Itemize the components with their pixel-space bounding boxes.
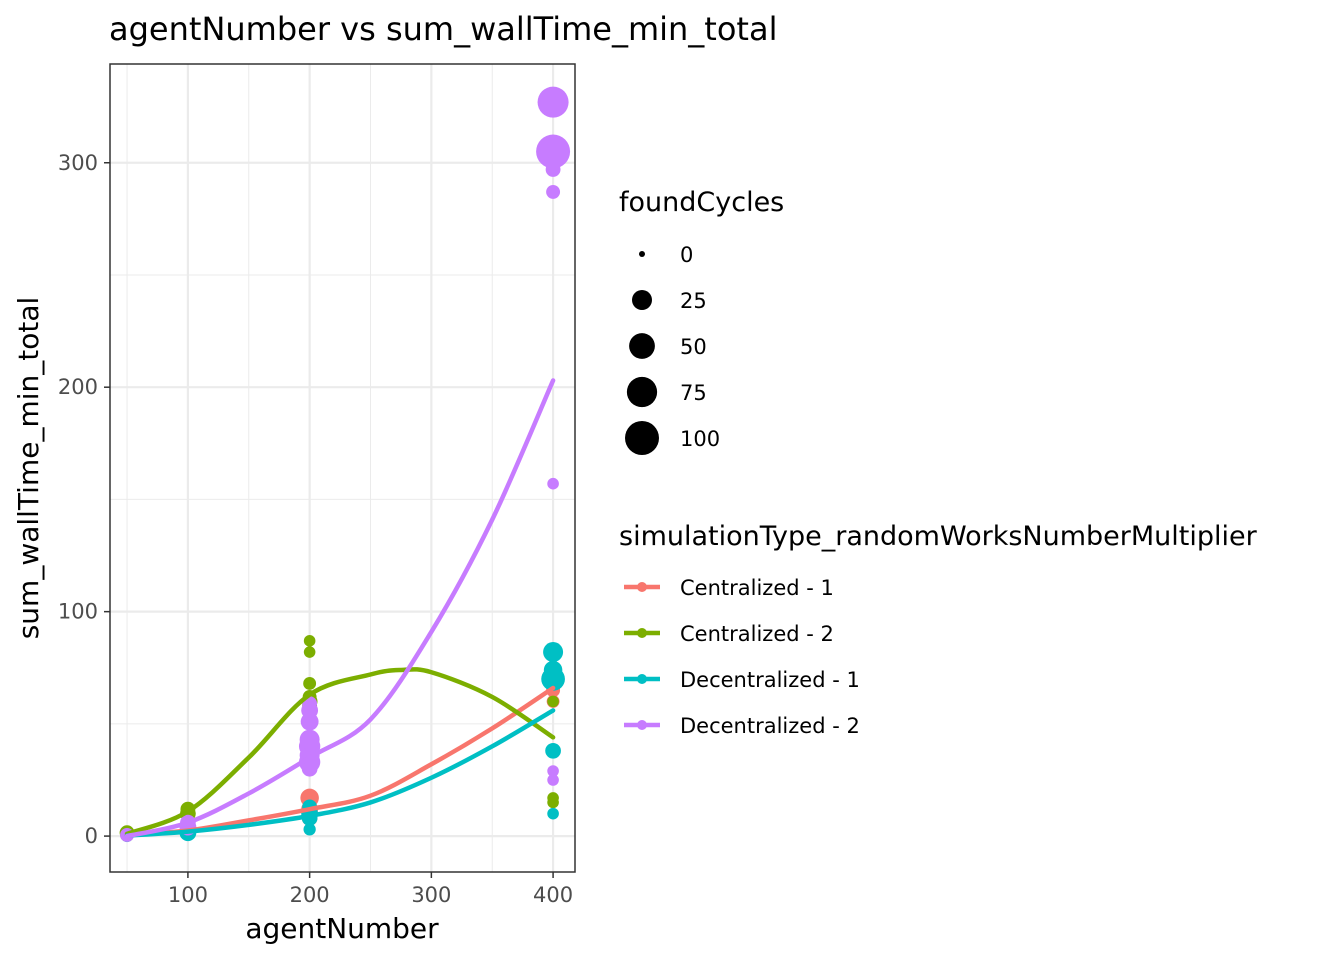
color-legend-key <box>637 674 647 684</box>
color-legend-title: simulationType_randomWorksNumberMultipli… <box>619 521 1258 552</box>
data-point <box>546 184 561 199</box>
panel-border <box>109 63 576 873</box>
plot-panel <box>109 63 576 873</box>
y-tick-label: 0 <box>85 824 98 848</box>
data-point <box>537 86 569 118</box>
size-legend-key <box>626 376 658 408</box>
data-point <box>545 742 561 759</box>
color-legend-key <box>637 628 647 638</box>
data-point <box>543 660 563 680</box>
y-axis-title: sum_wallTime_min_total <box>12 297 45 640</box>
smooth-lines <box>124 378 556 839</box>
data-point <box>543 642 564 663</box>
data-point <box>547 695 559 708</box>
size-legend-label: 75 <box>680 381 707 405</box>
color-legend-label: Decentralized - 1 <box>680 668 860 692</box>
y-tick-label: 300 <box>58 151 98 175</box>
data-point <box>547 477 559 490</box>
color-legend-label: Centralized - 1 <box>680 576 834 600</box>
size-legend-key <box>625 421 659 455</box>
smooth-line <box>124 708 556 838</box>
x-tick-label: 300 <box>411 883 451 907</box>
x-tick-label: 200 <box>290 883 330 907</box>
data-point <box>547 792 559 804</box>
color-legend-key <box>637 720 647 730</box>
data-point <box>303 823 316 836</box>
data-point <box>303 677 317 690</box>
smooth-line <box>124 667 556 837</box>
y-tick-label: 200 <box>58 375 98 399</box>
data-point <box>299 729 320 750</box>
size-legend-label: 25 <box>680 289 707 313</box>
color-legend: simulationType_randomWorksNumberMultipli… <box>619 521 1258 738</box>
data-point <box>303 635 316 647</box>
size-legend-label: 50 <box>680 335 707 359</box>
color-legend-label: Centralized - 2 <box>680 622 834 646</box>
data-point <box>536 134 571 169</box>
color-legend-label: Decentralized - 2 <box>680 714 860 738</box>
size-legend: foundCycles 0 25 50 75 100 <box>619 187 784 455</box>
x-tick-label: 400 <box>533 883 573 907</box>
y-axis-ticks: 0 100 200 300 <box>58 151 110 848</box>
size-legend-label: 100 <box>680 427 720 451</box>
data-point <box>303 646 316 658</box>
chart-title: agentNumber vs sum_wallTime_min_total <box>109 10 777 48</box>
size-legend-key <box>632 290 652 310</box>
data-point <box>547 765 559 777</box>
data-point <box>547 774 559 786</box>
x-axis-ticks: 100 200 300 400 <box>168 872 573 907</box>
data-point <box>547 807 559 820</box>
size-legend-label: 0 <box>680 243 693 267</box>
x-axis-title: agentNumber <box>245 912 439 945</box>
size-legend-title: foundCycles <box>619 187 784 218</box>
color-legend-key <box>637 582 647 592</box>
size-legend-key <box>639 251 645 257</box>
x-tick-label: 100 <box>168 883 208 907</box>
smooth-line <box>124 378 556 839</box>
size-legend-key <box>629 333 655 359</box>
y-tick-label: 100 <box>58 600 98 624</box>
